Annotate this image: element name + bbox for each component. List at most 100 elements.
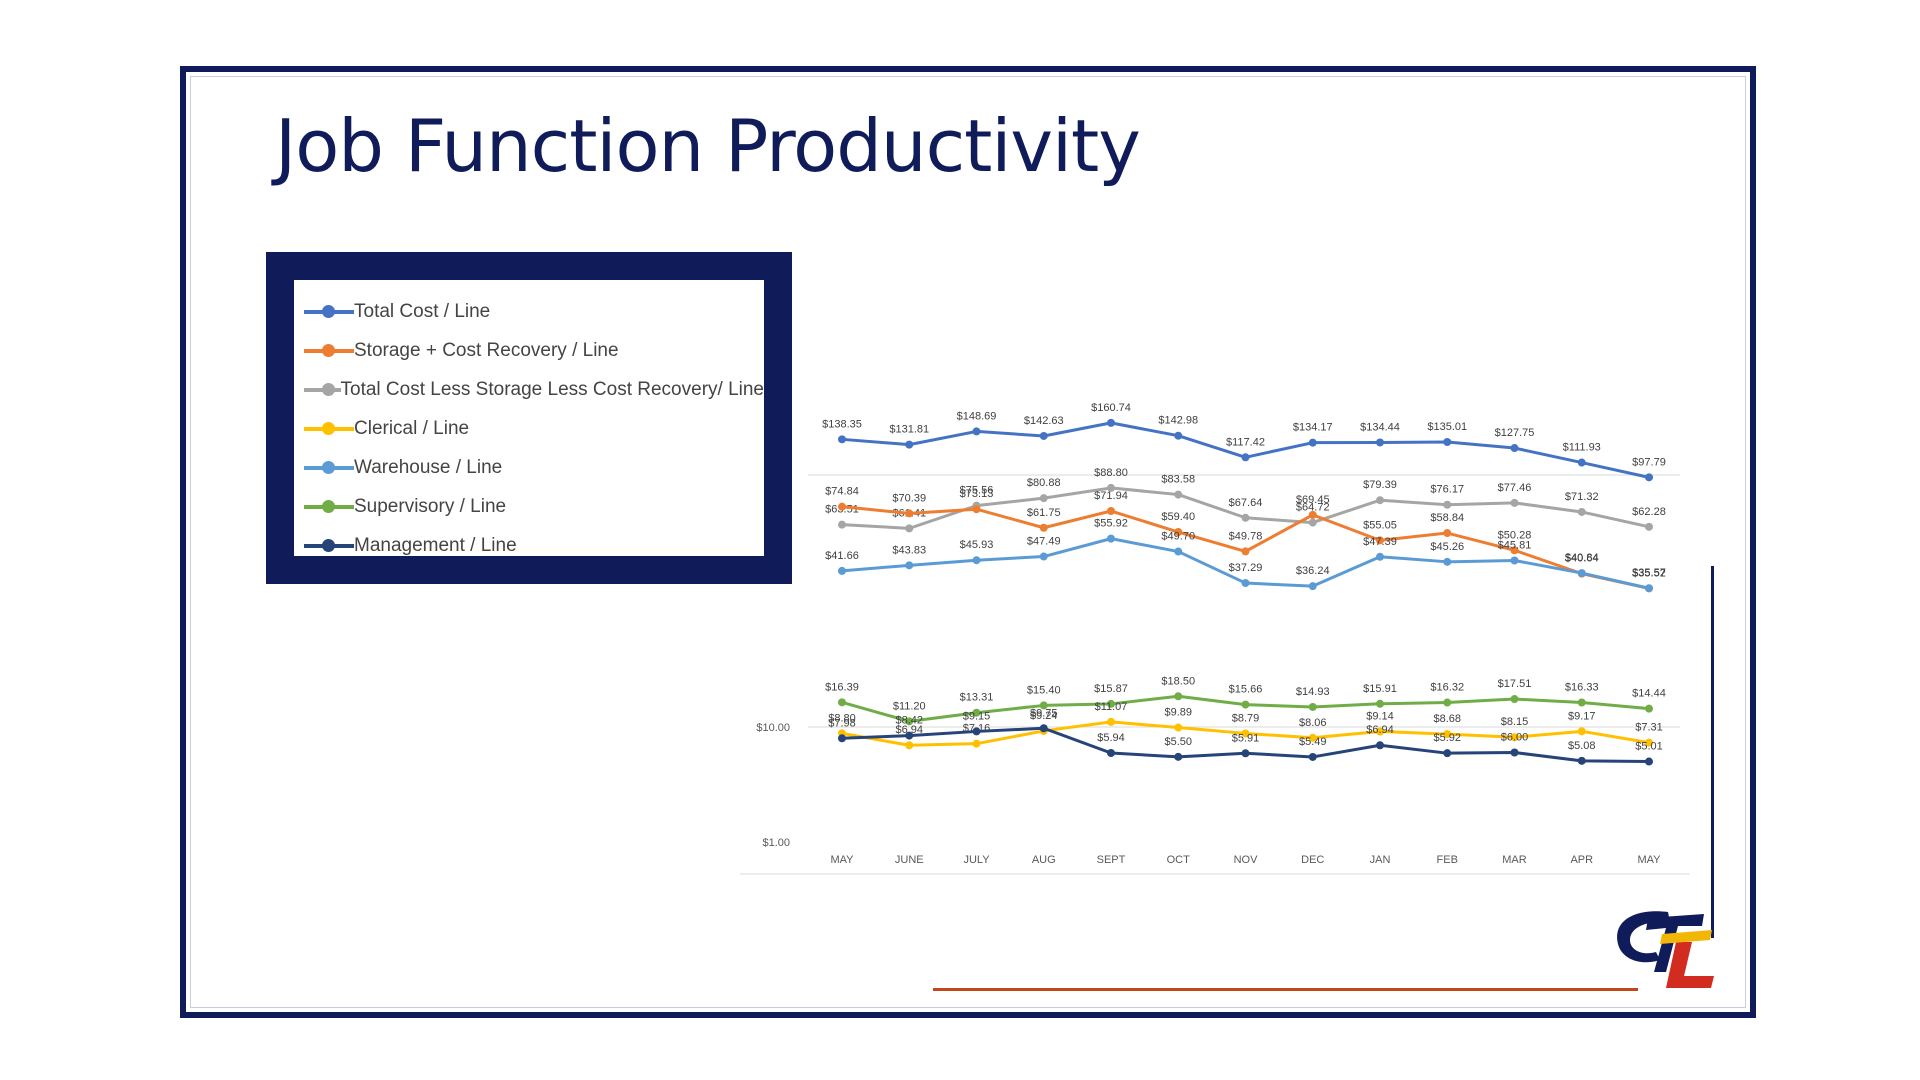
- x-tick-label: JUNE: [895, 854, 924, 866]
- data-point: [1443, 437, 1452, 446]
- data-point: [1107, 534, 1115, 543]
- company-logo: [1617, 911, 1714, 988]
- x-tick-label: AUG: [1032, 854, 1056, 866]
- legend-item: Management / Line: [304, 526, 764, 565]
- data-label: $16.39: [825, 681, 859, 693]
- chart-legend: Total Cost / Line Storage + Cost Recovery…: [266, 252, 792, 584]
- data-label: $47.49: [1027, 536, 1061, 548]
- data-label: $80.88: [1027, 477, 1061, 489]
- data-point: [1376, 552, 1384, 561]
- data-point: [1308, 752, 1317, 761]
- legend-swatch: [304, 538, 354, 553]
- data-point: [1107, 483, 1115, 492]
- data-point: [1107, 507, 1115, 516]
- data-label: $5.01: [1635, 741, 1663, 753]
- legend-list: Total Cost / Line Storage + Cost Recovery…: [294, 280, 764, 556]
- data-point: [1376, 438, 1384, 447]
- data-point: [1510, 444, 1519, 453]
- data-label: $5.08: [1568, 740, 1596, 752]
- data-point: [838, 502, 846, 511]
- data-point: [905, 717, 914, 726]
- data-label: $97.79: [1632, 456, 1666, 468]
- data-point: [1376, 496, 1384, 505]
- data-point: [905, 524, 914, 533]
- data-point: [1174, 723, 1183, 732]
- data-point: [838, 566, 846, 575]
- data-point: [1645, 584, 1653, 593]
- legend-item: Supervisory / Line: [304, 487, 764, 526]
- data-label: $59.40: [1161, 511, 1195, 523]
- data-label: $55.92: [1094, 518, 1128, 530]
- data-point: [1376, 741, 1384, 750]
- data-point: [1241, 513, 1250, 522]
- data-label: $142.98: [1158, 415, 1198, 427]
- data-point: [1443, 749, 1452, 758]
- data-label: $8.80: [828, 712, 856, 724]
- data-label: $5.91: [1232, 732, 1260, 744]
- data-label: $7.98: [828, 717, 856, 729]
- data-label: $43.83: [892, 544, 926, 556]
- legend-label: Supervisory / Line: [354, 495, 507, 517]
- data-label: $35.57: [1632, 567, 1666, 579]
- data-label: $9.15: [963, 710, 991, 722]
- legend-swatch: [304, 421, 354, 436]
- data-point: [905, 561, 914, 570]
- data-label: $138.35: [822, 418, 862, 430]
- data-point: [1107, 699, 1115, 708]
- data-point: [1174, 528, 1183, 537]
- data-point: [1577, 569, 1586, 578]
- data-label: $16.32: [1430, 682, 1464, 694]
- legend-label: Management / Line: [354, 534, 517, 556]
- data-label: $131.81: [889, 424, 929, 436]
- legend-label: Warehouse / Line: [354, 456, 503, 478]
- slide-inner-border: [190, 76, 1746, 1008]
- legend-item: Clerical / Line: [304, 409, 764, 448]
- data-point: [1308, 702, 1317, 711]
- data-label: $9.17: [1568, 710, 1596, 722]
- x-tick-label: FEB: [1437, 854, 1458, 866]
- legend-item: Total Cost Less Storage Less Cost Recove…: [304, 370, 764, 409]
- data-point: [1376, 536, 1384, 545]
- data-label: $11.07: [1095, 701, 1128, 713]
- data-label: $49.70: [1161, 531, 1195, 543]
- x-tick-label: MAR: [1502, 854, 1527, 866]
- data-point: [1039, 431, 1048, 440]
- data-point: [1174, 752, 1183, 761]
- data-label: $73.13: [960, 488, 994, 500]
- data-label: $15.91: [1363, 683, 1397, 695]
- data-point: [1039, 552, 1048, 561]
- data-label: $70.39: [892, 492, 926, 504]
- data-point: [1308, 733, 1317, 742]
- data-point: [1577, 458, 1586, 467]
- data-point: [1039, 701, 1048, 710]
- data-label: $76.17: [1430, 484, 1464, 496]
- data-label: $45.26: [1430, 541, 1464, 553]
- x-tick-label: NOV: [1234, 854, 1259, 866]
- data-point: [1510, 695, 1519, 704]
- data-point: [1443, 698, 1452, 707]
- data-point: [1107, 749, 1115, 758]
- data-label: $40.64: [1565, 553, 1599, 565]
- data-point: [972, 708, 981, 717]
- data-point: [1308, 510, 1317, 519]
- data-label: $13.31: [960, 692, 994, 704]
- data-label: $15.87: [1094, 683, 1128, 695]
- data-label: $67.64: [1229, 497, 1263, 509]
- data-label: $61.75: [1027, 507, 1061, 519]
- data-label: $17.51: [1498, 678, 1532, 690]
- data-point: [838, 734, 846, 743]
- data-label: $49.78: [1229, 530, 1263, 542]
- data-point: [1376, 699, 1384, 708]
- data-point: [1510, 546, 1519, 555]
- data-label: $18.50: [1161, 675, 1195, 687]
- data-point: [972, 739, 981, 748]
- data-point: [972, 727, 981, 736]
- data-point: [972, 505, 981, 514]
- data-point: [1577, 727, 1586, 736]
- data-label: $8.68: [1433, 713, 1461, 725]
- data-point: [1510, 556, 1519, 565]
- data-label: $134.44: [1360, 421, 1400, 433]
- side-accent-rule: [1711, 566, 1714, 938]
- data-label: $8.42: [895, 715, 923, 727]
